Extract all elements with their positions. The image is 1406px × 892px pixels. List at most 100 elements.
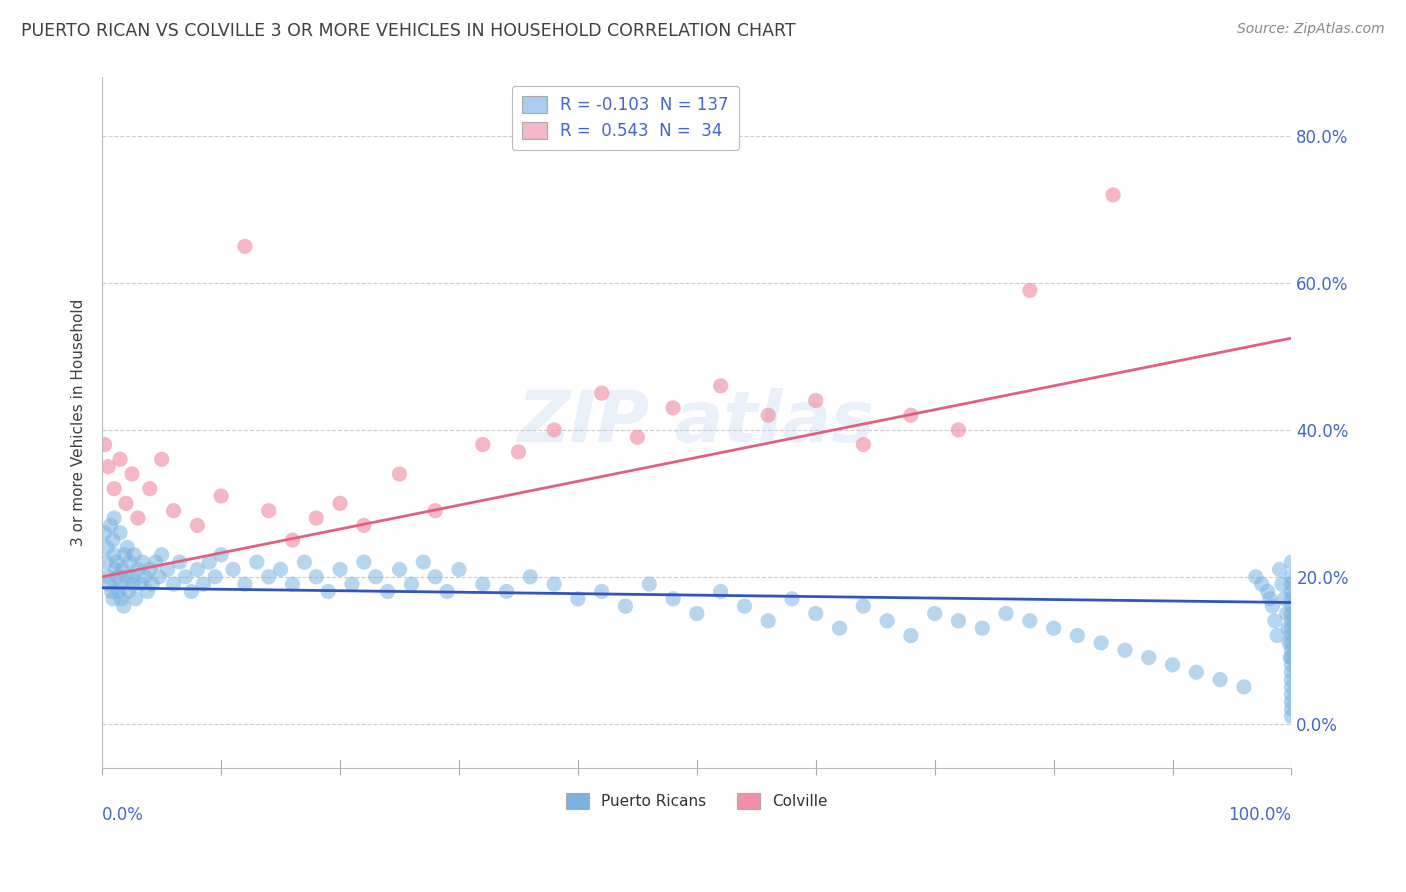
Point [233,239,256,253]
Point [108,584,131,599]
Point [353,555,375,569]
Point [412,555,434,569]
Point [852,599,875,614]
Point [186,518,208,533]
Point [129,577,152,591]
Point [104,562,127,576]
Point [1018,284,1040,298]
Point [662,591,685,606]
Point [103,548,125,562]
Text: Source: ZipAtlas.com: Source: ZipAtlas.com [1237,22,1385,37]
Point [876,614,898,628]
Point [1281,591,1303,606]
Point [1281,687,1303,701]
Point [233,577,256,591]
Point [425,570,447,584]
Point [662,401,685,415]
Point [257,504,280,518]
Point [1281,570,1303,584]
Point [543,577,565,591]
Point [1281,607,1303,621]
Point [447,562,470,576]
Point [353,518,375,533]
Point [108,577,131,591]
Point [127,562,149,576]
Point [162,504,184,518]
Point [96,541,118,555]
Point [1279,650,1302,665]
Point [1250,577,1272,591]
Point [626,430,648,444]
Point [900,409,922,423]
Point [1281,599,1303,614]
Point [567,591,589,606]
Point [1281,555,1303,569]
Point [1277,621,1299,635]
Point [1281,628,1303,642]
Point [804,607,827,621]
Point [1018,614,1040,628]
Point [118,555,141,569]
Point [204,570,226,584]
Point [828,621,851,635]
Point [121,467,143,481]
Point [1185,665,1208,680]
Point [614,599,637,614]
Point [101,591,124,606]
Point [148,570,170,584]
Point [316,584,339,599]
Point [1275,607,1298,621]
Point [329,562,352,576]
Point [115,541,138,555]
Legend: Puerto Ricans, Colville: Puerto Ricans, Colville [560,787,834,815]
Point [103,482,125,496]
Point [114,548,136,562]
Text: ZIP atlas: ZIP atlas [519,388,876,457]
Point [804,393,827,408]
Point [1271,577,1294,591]
Point [1244,570,1267,584]
Point [388,467,411,481]
Point [105,555,128,569]
Point [1281,709,1303,723]
Point [98,577,121,591]
Point [364,570,387,584]
Point [108,452,131,467]
Point [198,555,221,569]
Point [108,525,131,540]
Point [139,482,162,496]
Point [107,570,129,584]
Point [111,562,134,576]
Point [1281,695,1303,709]
Point [193,577,215,591]
Point [121,570,143,584]
Point [508,445,530,459]
Point [100,584,122,599]
Point [756,614,779,628]
Point [710,379,733,393]
Point [169,555,191,569]
Point [1268,562,1291,576]
Point [1281,650,1303,665]
Point [377,584,399,599]
Y-axis label: 3 or more Vehicles in Household: 3 or more Vehicles in Household [72,299,86,546]
Point [1261,599,1284,614]
Point [1281,584,1303,599]
Point [139,562,162,576]
Point [924,607,946,621]
Point [1265,628,1288,642]
Point [93,525,115,540]
Point [103,511,125,525]
Point [591,386,613,401]
Point [948,423,970,437]
Point [388,562,411,576]
Point [519,570,541,584]
Point [495,584,517,599]
Point [292,555,315,569]
Point [995,607,1018,621]
Point [112,599,135,614]
Point [209,489,232,503]
Point [127,511,149,525]
Point [1258,591,1281,606]
Point [1161,657,1184,672]
